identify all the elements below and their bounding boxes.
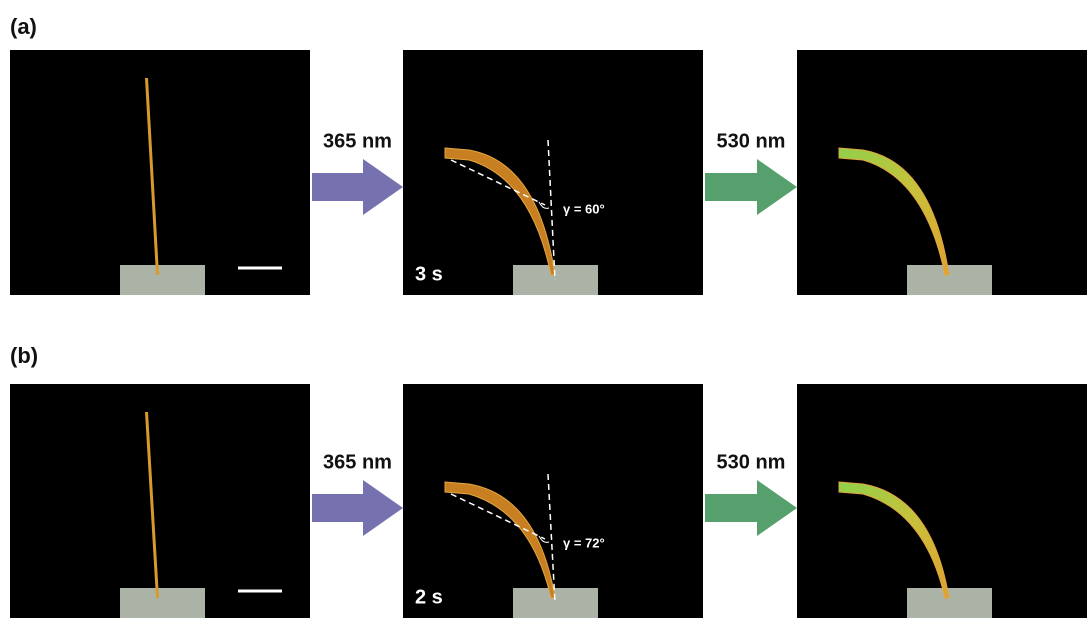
- panel-label: (b): [10, 343, 38, 368]
- photo-background: [10, 50, 310, 295]
- photo-background: [403, 50, 703, 295]
- time-label: 2 s: [415, 586, 443, 608]
- photo: γ = 72° 2 s: [403, 384, 703, 618]
- arrow: [705, 159, 797, 215]
- photo: γ = 60° 3 s: [403, 50, 703, 295]
- holder: [120, 265, 205, 295]
- wavelength-label: 365 nm: [323, 451, 392, 473]
- arrow: [312, 480, 403, 536]
- photo: [10, 384, 310, 618]
- panel-label: (a): [10, 14, 37, 39]
- wavelength-label: 365 nm: [323, 130, 392, 152]
- photo: [797, 384, 1087, 618]
- time-label: 3 s: [415, 263, 443, 285]
- photo-background: [10, 384, 310, 618]
- figure: (a) γ = 60° 3 s 365 nm 530 nm (b) γ = 72° 2 s 36…: [0, 0, 1087, 618]
- arrow: [705, 480, 797, 536]
- angle-label: γ = 72°: [563, 535, 605, 550]
- holder: [907, 588, 992, 618]
- angle-label: γ = 60°: [563, 201, 605, 216]
- photo: [10, 50, 310, 295]
- arrow: [312, 159, 403, 215]
- holder: [120, 588, 205, 618]
- photo: [797, 50, 1087, 295]
- photo-background: [403, 384, 703, 618]
- holder: [907, 265, 992, 295]
- wavelength-label: 530 nm: [717, 451, 786, 473]
- holder: [513, 265, 598, 295]
- holder: [513, 588, 598, 618]
- wavelength-label: 530 nm: [717, 130, 786, 152]
